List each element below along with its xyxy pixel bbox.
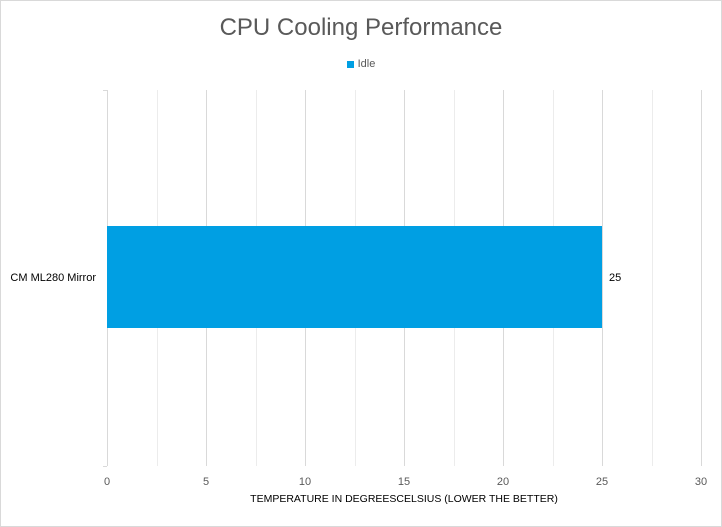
legend-label-idle: Idle xyxy=(357,58,376,71)
chart-title: CPU Cooling Performance xyxy=(219,14,503,41)
x-tick-label: 15 xyxy=(398,476,410,488)
x-tick-label: 20 xyxy=(497,476,509,488)
y-tick-label: CM ML280 Mirror xyxy=(10,272,96,284)
x-tick-label: 30 xyxy=(695,476,707,488)
bars xyxy=(107,226,602,328)
x-tick-label: 0 xyxy=(104,476,110,488)
x-tick-label: 10 xyxy=(299,476,311,488)
data-label: 25 xyxy=(609,272,621,284)
bar-cm-ml280-mirror xyxy=(107,226,602,328)
legend-swatch-idle xyxy=(346,60,354,68)
x-axis-title: TEMPERATURE IN DEGREESCELSIUS (LOWER THE… xyxy=(250,493,558,505)
x-tick-label: 5 xyxy=(203,476,209,488)
data-labels: 25 xyxy=(609,272,621,284)
x-tick-label: 25 xyxy=(596,476,608,488)
legend: Idle xyxy=(0,58,722,70)
x-tick-labels: 0 5 10 15 20 25 30 xyxy=(104,476,707,488)
y-tick-labels: CM ML280 Mirror xyxy=(10,272,96,284)
